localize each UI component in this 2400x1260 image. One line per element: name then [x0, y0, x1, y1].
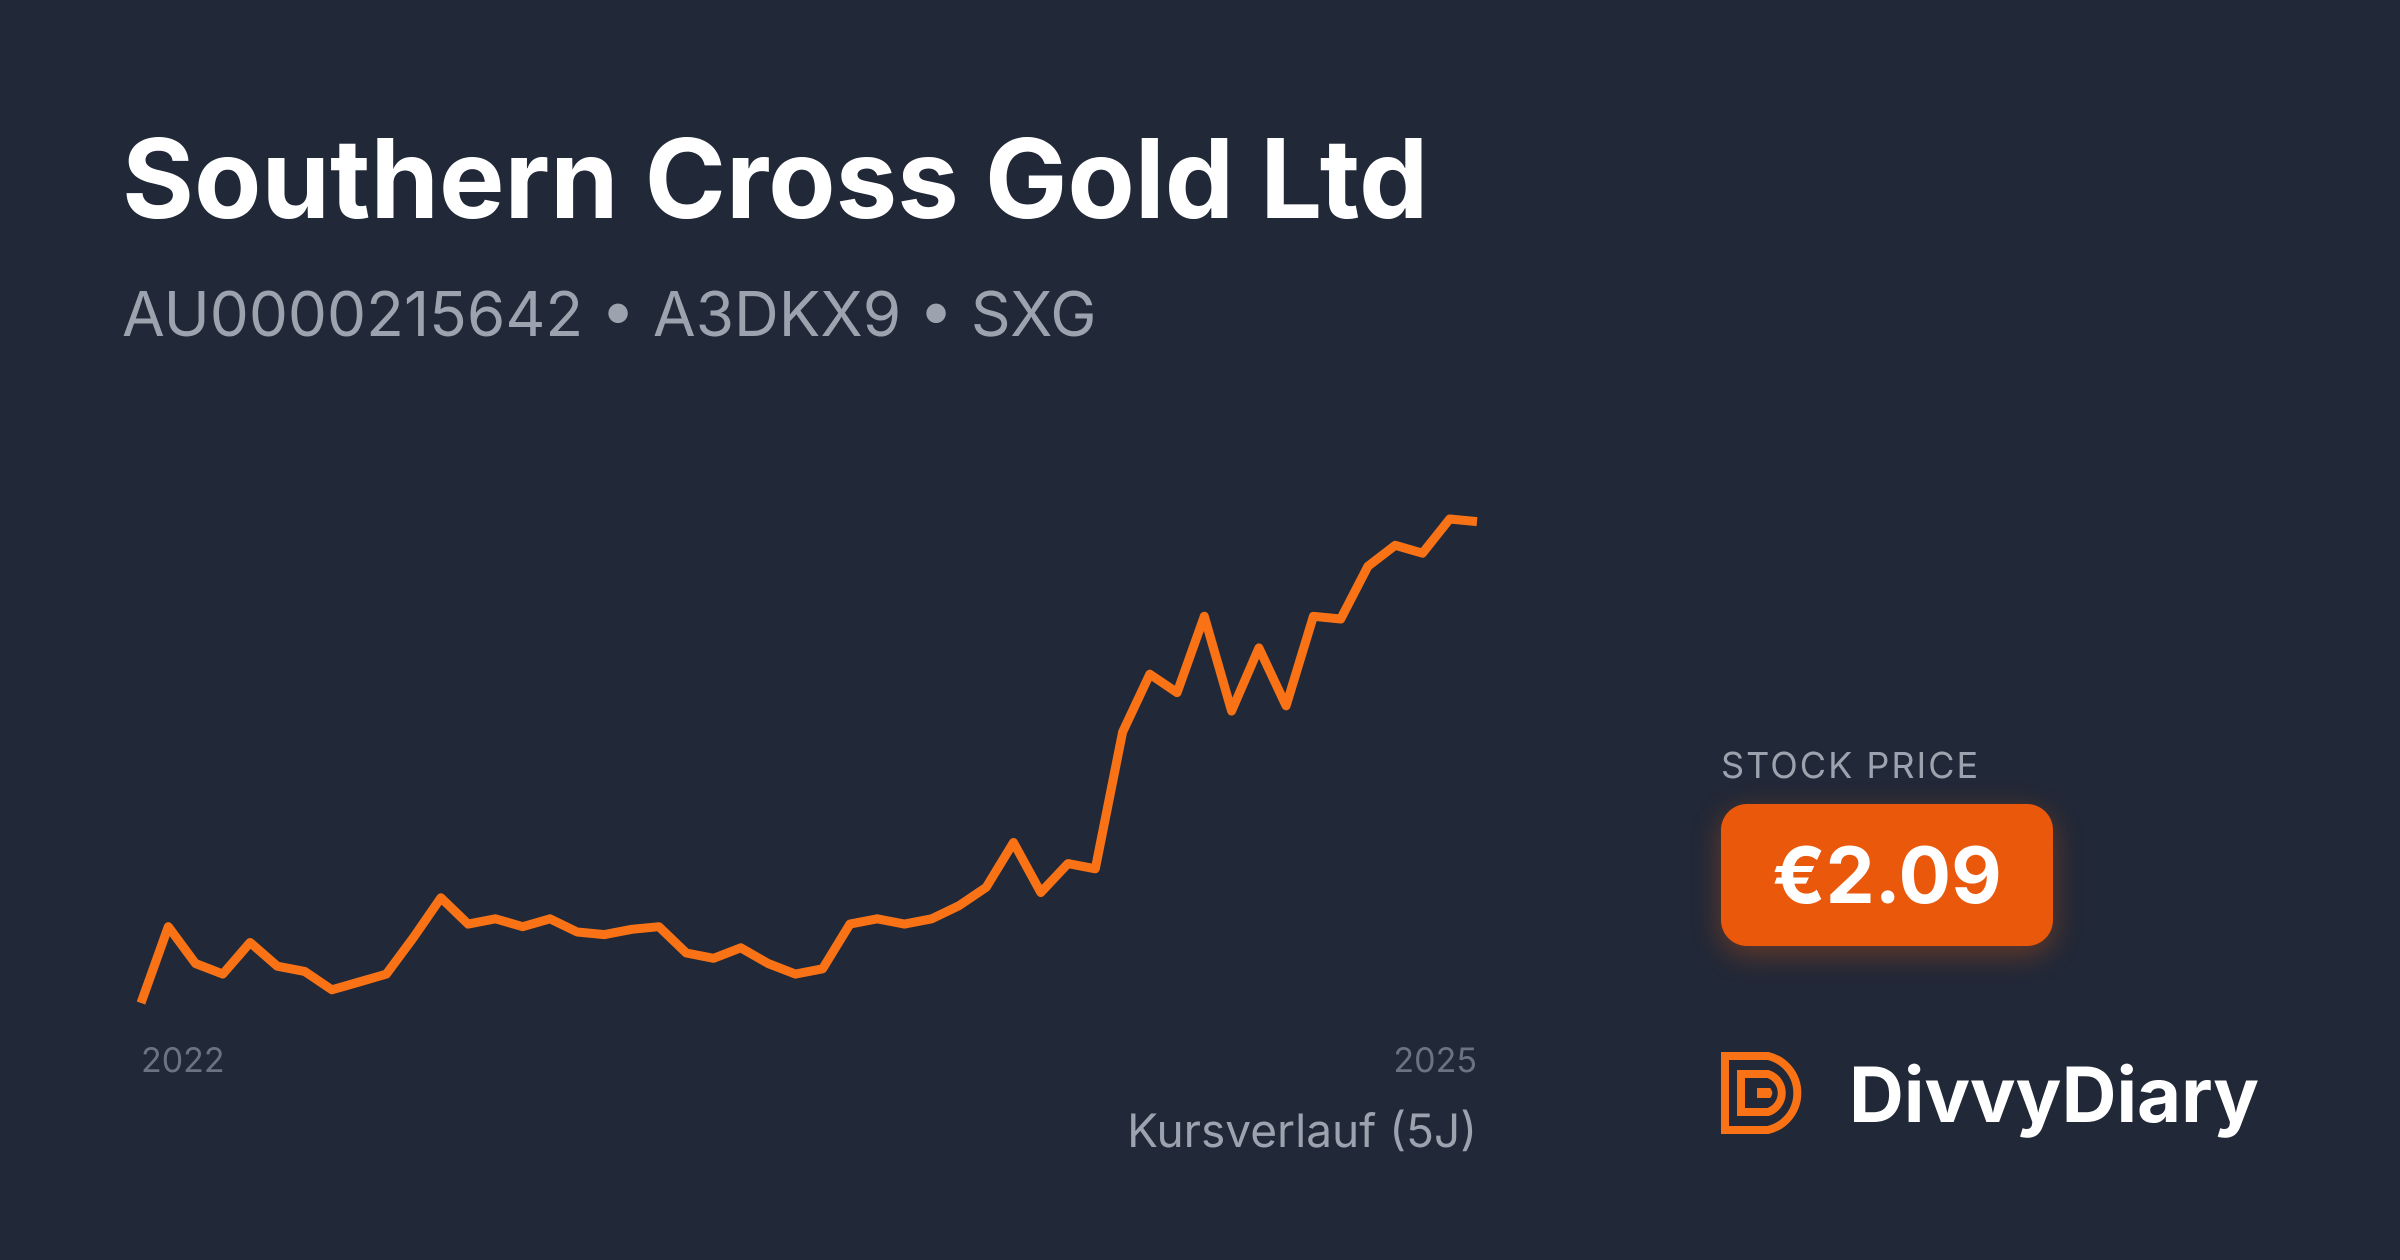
price-badge	[1721, 804, 2053, 946]
brand-name: DivvyDiary	[1849, 1049, 2259, 1141]
title: Southern Cross Gold Ltd	[122, 111, 1428, 245]
price-line	[136, 514, 1478, 1005]
x-tick-label: 2025	[1393, 1040, 1477, 1081]
price-label: STOCK PRICE	[1721, 743, 1980, 787]
sparkline: 2022 2025	[136, 514, 1478, 1081]
x-tick-label: 2022	[141, 1040, 225, 1081]
brand-logo	[1721, 1052, 1802, 1134]
price-value: €2.09	[1772, 827, 2002, 922]
subtitle: AU0000215642 • A3DKX9 • SXG	[122, 276, 1097, 351]
caption: Kursverlauf (5J)	[1127, 1103, 1477, 1159]
